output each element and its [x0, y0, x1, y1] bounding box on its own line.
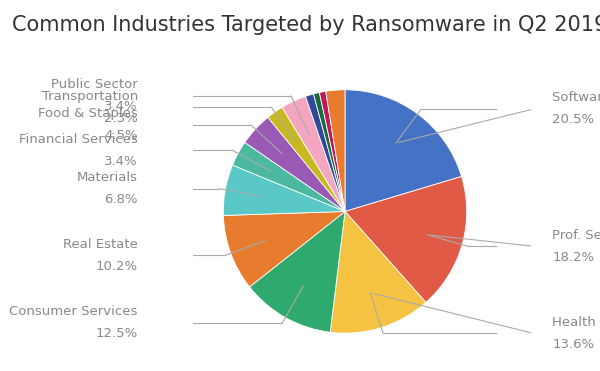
Text: Consumer Services: Consumer Services [10, 305, 138, 318]
Text: Financial Services: Financial Services [19, 133, 138, 146]
Wedge shape [319, 91, 345, 211]
Text: Real Estate: Real Estate [63, 238, 138, 251]
Text: 2.3%: 2.3% [104, 112, 138, 125]
Wedge shape [223, 211, 345, 287]
Wedge shape [245, 117, 345, 211]
Wedge shape [268, 107, 345, 211]
Text: Prof. Services: Prof. Services [552, 229, 600, 242]
Wedge shape [313, 92, 345, 211]
Text: 13.6%: 13.6% [552, 338, 595, 351]
Text: 3.4%: 3.4% [104, 100, 138, 113]
Text: Transportation: Transportation [41, 90, 138, 103]
Wedge shape [233, 142, 345, 211]
Text: 6.8%: 6.8% [104, 193, 138, 206]
Text: Materials: Materials [77, 171, 138, 184]
Wedge shape [326, 90, 345, 211]
Text: Public Sector: Public Sector [51, 78, 138, 91]
Wedge shape [330, 211, 426, 333]
Text: Food & Staples: Food & Staples [38, 108, 138, 121]
Wedge shape [305, 94, 345, 211]
Wedge shape [250, 211, 345, 332]
Text: Common Industries Targeted by Ransomware in Q2 2019: Common Industries Targeted by Ransomware… [12, 15, 600, 35]
Text: 12.5%: 12.5% [95, 327, 138, 340]
Text: Health Care: Health Care [552, 316, 600, 329]
Wedge shape [345, 90, 461, 211]
Wedge shape [345, 177, 467, 302]
Text: Software Serv.: Software Serv. [552, 92, 600, 105]
Text: 10.2%: 10.2% [95, 260, 138, 273]
Text: 4.5%: 4.5% [104, 129, 138, 142]
Text: 20.5%: 20.5% [552, 114, 595, 127]
Text: 3.4%: 3.4% [104, 155, 138, 168]
Text: 18.2%: 18.2% [552, 251, 595, 264]
Wedge shape [223, 165, 345, 216]
Wedge shape [282, 96, 345, 211]
